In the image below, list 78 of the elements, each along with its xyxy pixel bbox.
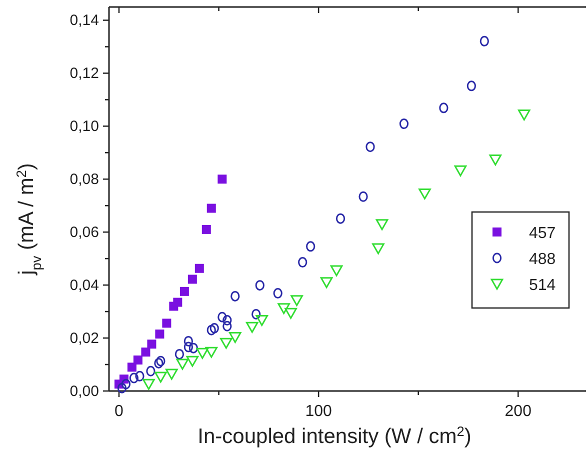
legend-label: 488 bbox=[529, 251, 556, 268]
y-tick-label: 0,04 bbox=[70, 277, 99, 294]
point bbox=[133, 356, 142, 365]
point bbox=[372, 243, 384, 254]
legend-label: 457 bbox=[529, 225, 556, 242]
x-axis-title: In-coupled intensity (W / cm$^{2}$) bbox=[198, 424, 472, 448]
point bbox=[418, 188, 431, 200]
point bbox=[518, 110, 530, 120]
point bbox=[230, 290, 240, 302]
point bbox=[188, 342, 198, 354]
point bbox=[127, 362, 136, 372]
point bbox=[162, 318, 172, 328]
point bbox=[154, 358, 164, 368]
point bbox=[146, 366, 156, 376]
x-tick-label: 0 bbox=[114, 403, 124, 420]
point bbox=[121, 378, 131, 390]
point bbox=[176, 358, 189, 370]
point bbox=[166, 368, 178, 380]
point bbox=[220, 338, 232, 349]
point bbox=[205, 346, 218, 358]
point bbox=[480, 36, 489, 46]
point bbox=[228, 332, 242, 343]
point bbox=[376, 219, 388, 230]
point bbox=[174, 348, 184, 360]
point bbox=[129, 372, 139, 384]
y-tick-label: 0,00 bbox=[70, 383, 99, 400]
point bbox=[155, 330, 164, 339]
y-tick-label: 0,12 bbox=[70, 65, 99, 82]
point bbox=[246, 322, 258, 333]
point bbox=[218, 312, 227, 322]
point bbox=[255, 280, 264, 291]
point bbox=[439, 102, 448, 114]
point bbox=[188, 274, 197, 284]
point bbox=[141, 348, 150, 357]
point bbox=[290, 295, 303, 306]
point bbox=[256, 315, 268, 326]
point bbox=[218, 174, 227, 184]
point bbox=[454, 165, 467, 176]
point bbox=[156, 356, 166, 366]
point bbox=[330, 265, 343, 276]
point bbox=[252, 308, 261, 320]
point bbox=[210, 322, 219, 334]
point bbox=[196, 348, 209, 359]
point bbox=[184, 336, 194, 346]
point bbox=[117, 382, 127, 394]
point bbox=[298, 257, 308, 268]
y-tick-label: 0,08 bbox=[70, 171, 99, 188]
point bbox=[206, 204, 216, 213]
point bbox=[466, 80, 476, 92]
y-tick-label: 0,10 bbox=[70, 118, 99, 136]
point bbox=[489, 154, 502, 166]
point bbox=[194, 264, 204, 273]
point bbox=[306, 241, 316, 252]
point bbox=[222, 320, 232, 332]
point bbox=[154, 372, 167, 383]
point bbox=[399, 118, 409, 130]
point bbox=[273, 288, 282, 299]
y-tick-label: 0,02 bbox=[70, 330, 99, 348]
point bbox=[147, 340, 156, 349]
point bbox=[284, 308, 297, 319]
point bbox=[278, 303, 290, 314]
y-tick-label: 0,14 bbox=[70, 12, 99, 30]
point bbox=[206, 324, 216, 336]
point bbox=[320, 277, 333, 288]
y-tick-label: 0,06 bbox=[70, 224, 99, 242]
point bbox=[222, 315, 232, 326]
point bbox=[142, 378, 155, 390]
point bbox=[336, 213, 346, 224]
x-tick-label: 200 bbox=[504, 403, 532, 420]
point bbox=[180, 286, 189, 296]
point bbox=[202, 224, 211, 234]
point bbox=[184, 342, 194, 352]
point bbox=[358, 191, 368, 202]
point bbox=[186, 356, 199, 367]
point bbox=[366, 142, 375, 152]
x-tick-label: 100 bbox=[305, 403, 332, 420]
point bbox=[135, 370, 144, 382]
legend-label: 514 bbox=[529, 277, 556, 294]
